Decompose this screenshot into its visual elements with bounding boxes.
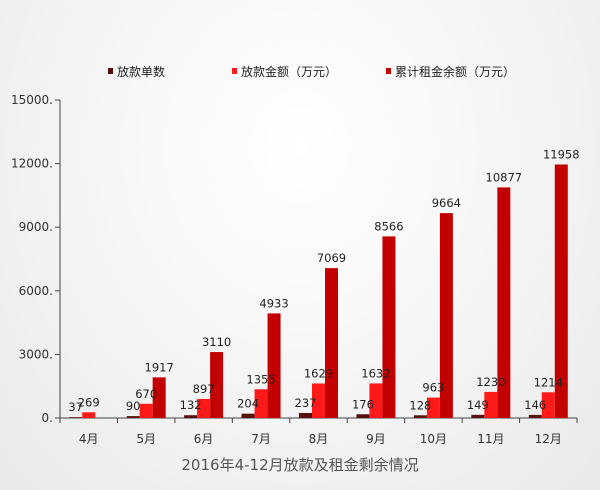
- legend-label: 累计租金余额（万元）: [395, 64, 515, 79]
- data-label: 963: [422, 381, 444, 395]
- data-label: 897: [193, 382, 215, 396]
- data-label: 3110: [202, 335, 231, 349]
- data-label: 11958: [543, 147, 580, 161]
- y-tick-label: 0.: [42, 411, 53, 425]
- data-label: 1629: [304, 366, 333, 380]
- data-label: 8566: [374, 219, 403, 233]
- x-tick-label: 11月: [477, 432, 504, 446]
- legend: 放款单数 放款金额（万元） 累计租金余额（万元）: [108, 64, 515, 79]
- bar: [413, 415, 427, 418]
- bars: [69, 164, 568, 418]
- x-tick-label: 6月: [194, 432, 214, 446]
- data-label: 37: [68, 400, 83, 414]
- bar: [439, 213, 453, 418]
- bar: [184, 415, 198, 418]
- y-axis: 0. 3000. 6000. 9000. 12000. 15000.: [11, 93, 61, 425]
- bar: [484, 391, 498, 418]
- bar: [497, 187, 511, 418]
- x-tick-label: 9月: [366, 432, 386, 446]
- bar: [541, 392, 555, 418]
- x-axis: 4月 5月 6月 7月 8月 9月 10月 11月 12月: [59, 417, 578, 446]
- bar: [139, 403, 153, 418]
- data-label: 1230: [476, 375, 505, 389]
- bar: [369, 383, 383, 418]
- x-tick-label: 10月: [420, 432, 447, 446]
- y-tick-label: 15000.: [11, 93, 53, 107]
- data-label: 128: [409, 398, 431, 412]
- x-tick-label: 8月: [309, 432, 329, 446]
- bar: [299, 412, 312, 418]
- bar: [69, 417, 83, 418]
- legend-label: 放款金额（万元）: [241, 64, 337, 79]
- data-label: 7069: [317, 251, 346, 265]
- x-tick-label: 12月: [535, 432, 562, 446]
- y-tick-label: 6000.: [19, 284, 53, 298]
- chart-title: 2016年4-12月放款及租金剩余情况: [181, 456, 418, 474]
- bar: [471, 414, 485, 418]
- data-label: 149: [467, 398, 489, 412]
- bar: [82, 412, 96, 418]
- bar: [152, 377, 166, 418]
- y-tick-label: 12000.: [11, 157, 53, 171]
- x-tick-label: 4月: [79, 432, 99, 446]
- data-label: 4933: [259, 296, 288, 310]
- legend-swatch: [386, 68, 391, 74]
- x-tick-label: 7月: [251, 432, 271, 446]
- bar: [356, 414, 370, 418]
- data-label: 1632: [361, 366, 390, 380]
- data-label: 132: [180, 398, 202, 412]
- bar: [197, 398, 211, 418]
- legend-swatch: [232, 68, 237, 74]
- bar: [528, 414, 542, 418]
- data-label: 176: [352, 397, 374, 411]
- bar: [426, 397, 440, 418]
- data-label: 90: [126, 399, 141, 413]
- data-label: 1917: [145, 360, 174, 374]
- data-label: 204: [237, 397, 259, 411]
- data-label: 9664: [432, 196, 461, 210]
- bar: [126, 416, 140, 418]
- data-label: 10877: [486, 170, 523, 184]
- bar: [254, 389, 268, 418]
- data-label: 237: [295, 396, 317, 410]
- bar: [267, 313, 281, 418]
- data-label: 1214: [534, 375, 563, 389]
- bar: [312, 383, 325, 418]
- data-label: 1355: [246, 372, 275, 386]
- legend-swatch: [108, 68, 113, 74]
- bar: [241, 413, 255, 418]
- data-label: 670: [135, 387, 157, 401]
- bar: [210, 352, 224, 418]
- x-tick-label: 5月: [136, 432, 156, 446]
- legend-label: 放款单数: [117, 64, 165, 79]
- bar: [382, 236, 396, 418]
- bar: [554, 164, 568, 418]
- y-tick-label: 9000.: [19, 220, 53, 234]
- bar: [325, 268, 338, 418]
- y-tick-label: 3000.: [19, 347, 53, 361]
- data-label: 146: [524, 398, 546, 412]
- data-label: 269: [78, 395, 100, 409]
